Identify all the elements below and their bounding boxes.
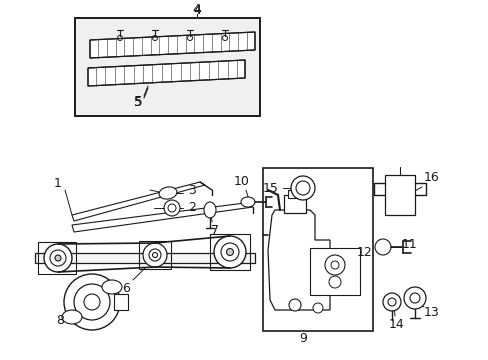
Bar — [287, 190, 302, 198]
Ellipse shape — [62, 310, 82, 324]
Polygon shape — [90, 32, 254, 58]
Text: 5: 5 — [133, 95, 142, 109]
Bar — [38, 242, 76, 274]
Circle shape — [328, 276, 340, 288]
Circle shape — [149, 249, 161, 261]
Circle shape — [312, 303, 323, 313]
Circle shape — [50, 250, 66, 266]
Circle shape — [44, 244, 72, 272]
Bar — [384, 175, 414, 215]
Text: 3: 3 — [188, 184, 196, 197]
Bar — [75, 18, 260, 116]
Circle shape — [226, 248, 233, 256]
Circle shape — [374, 239, 390, 255]
Text: 5: 5 — [134, 95, 142, 108]
Bar — [35, 253, 254, 263]
Bar — [284, 195, 305, 213]
Circle shape — [288, 299, 301, 311]
Ellipse shape — [102, 280, 122, 294]
Text: 7: 7 — [210, 224, 219, 237]
Text: 4: 4 — [193, 4, 201, 17]
Polygon shape — [88, 60, 244, 86]
Text: 15: 15 — [263, 181, 278, 194]
Text: 9: 9 — [299, 332, 306, 345]
Circle shape — [55, 255, 61, 261]
Circle shape — [142, 243, 167, 267]
Text: 6: 6 — [122, 282, 130, 294]
Circle shape — [290, 176, 314, 200]
Polygon shape — [309, 248, 359, 295]
Bar — [139, 241, 171, 269]
Ellipse shape — [241, 197, 254, 207]
Circle shape — [221, 243, 239, 261]
Text: 1: 1 — [54, 176, 62, 189]
Text: 16: 16 — [423, 171, 439, 184]
Circle shape — [325, 255, 345, 275]
Circle shape — [64, 274, 120, 330]
Text: 8: 8 — [56, 314, 64, 327]
Bar — [75, 18, 260, 116]
Text: 13: 13 — [423, 306, 439, 319]
Text: 2: 2 — [188, 201, 196, 213]
Circle shape — [295, 181, 309, 195]
Bar — [114, 294, 128, 310]
Bar — [263, 168, 372, 331]
Bar — [209, 234, 249, 270]
Text: 10: 10 — [234, 175, 249, 188]
Circle shape — [214, 236, 245, 268]
Circle shape — [382, 293, 400, 311]
Ellipse shape — [159, 187, 177, 199]
Polygon shape — [267, 210, 329, 310]
Text: 12: 12 — [356, 246, 372, 258]
Text: 11: 11 — [401, 238, 417, 251]
Text: 4: 4 — [192, 3, 201, 17]
Circle shape — [163, 200, 180, 216]
Polygon shape — [72, 182, 204, 221]
Ellipse shape — [203, 202, 216, 218]
Text: 14: 14 — [388, 319, 404, 332]
Polygon shape — [72, 203, 252, 232]
Circle shape — [403, 287, 425, 309]
